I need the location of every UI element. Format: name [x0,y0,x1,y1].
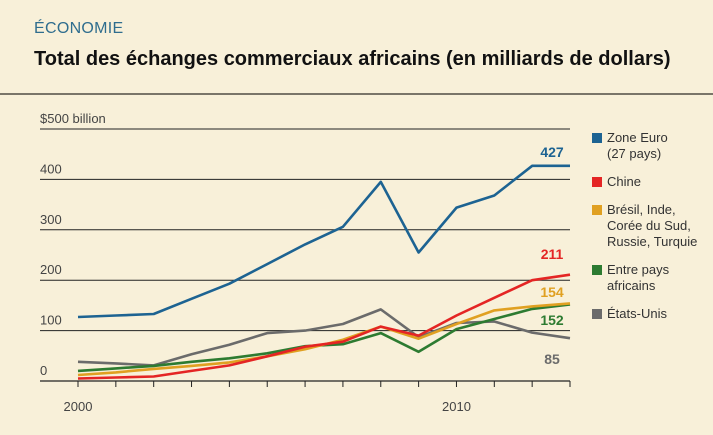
legend-item: Brésil, Inde, Corée du Sud, Russie, Turq… [592,202,710,250]
x-tick-label: 2010 [442,399,471,414]
end-label-4: 85 [544,351,560,367]
end-label-1: 211 [541,246,564,262]
legend-item: États-Unis [592,306,710,322]
legend-label: États-Unis [607,306,667,321]
end-label-3: 152 [540,312,564,328]
end-label-2: 154 [540,284,564,300]
end-label-layer: 427 211 154 152 85 [540,144,564,367]
legend-swatch [592,205,602,215]
x-tick-label: 2000 [64,399,93,414]
legend-swatch [592,177,602,187]
y-tick-label: 200 [40,262,62,277]
chart-title: Total des échanges commerciaux africains… [34,48,671,70]
legend-swatch [592,133,602,143]
line-layer [77,164,571,380]
header-divider [0,93,713,95]
series-line-1 [77,273,571,380]
tick-layer: 0 100 200 300 400 $500 billion 2000 2010 [40,111,471,414]
legend: Zone Euro (27 pays) Chine Brésil, Inde, Co… [592,130,710,334]
legend-item: Entre pays africains [592,262,710,294]
y-tick-label: 100 [40,313,62,328]
legend-label: Entre pays africains [607,262,670,293]
legend-swatch [592,309,602,319]
legend-item: Chine [592,174,710,190]
legend-label: Brésil, Inde, Corée du Sud, Russie, Turq… [607,202,698,249]
legend-swatch [592,265,602,275]
end-label-0: 427 [540,144,564,160]
legend-item: Zone Euro (27 pays) [592,130,710,162]
y-tick-label: 300 [40,212,62,227]
section-kicker: ÉCONOMIE [34,20,124,37]
legend-label: Zone Euro (27 pays) [607,130,668,161]
y-tick-label: 0 [40,363,47,378]
y-tick-label: 400 [40,161,62,176]
y-tick-label: $500 billion [40,111,106,126]
series-line-0 [77,164,570,319]
legend-label: Chine [607,174,641,189]
